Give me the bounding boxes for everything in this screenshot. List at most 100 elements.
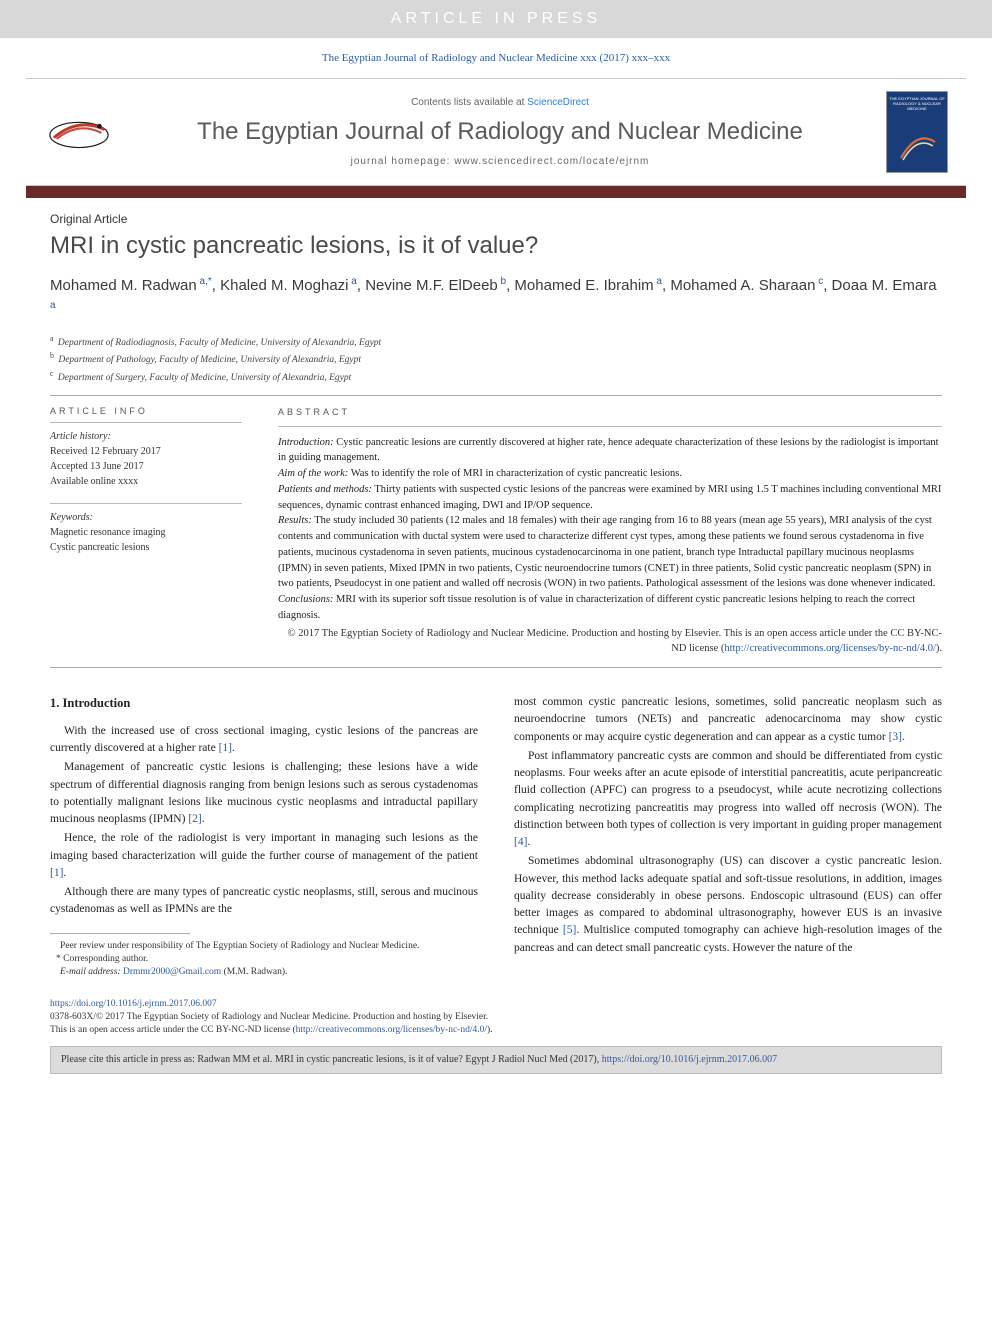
abs-copyright: © 2017 The Egyptian Society of Radiology… xyxy=(278,626,942,658)
keywords-block: Keywords: Magnetic resonance imaging Cys… xyxy=(50,503,242,555)
cite-prefix: Please cite this article in press as: Ra… xyxy=(61,1054,602,1065)
article-type: Original Article xyxy=(50,212,942,226)
top-citation: The Egyptian Journal of Radiology and Nu… xyxy=(0,52,992,64)
body-paragraph: Hence, the role of the radiologist is ve… xyxy=(50,830,478,882)
accent-bar xyxy=(26,186,966,198)
peer-review-footnote: Peer review under responsibility of The … xyxy=(50,940,478,953)
citation-ref[interactable]: [5] xyxy=(563,924,576,936)
corresponding-author-footnote: * Corresponding author. xyxy=(50,953,478,966)
doi-license-suffix: ). xyxy=(487,1025,493,1035)
author-aff-sup: a xyxy=(50,300,56,311)
article-history-block: Article history: Received 12 February 20… xyxy=(50,422,242,489)
article-info-column: ARTICLE INFO Article history: Received 1… xyxy=(50,406,242,657)
please-cite-box: Please cite this article in press as: Ra… xyxy=(50,1046,942,1074)
doi-copyright: 0378-603X/© 2017 The Egyptian Society of… xyxy=(50,1011,942,1024)
contents-available-line: Contents lists available at ScienceDirec… xyxy=(132,97,868,108)
corresponding-marker-sup: * xyxy=(208,276,212,287)
citation-ref[interactable]: [2] xyxy=(188,813,201,825)
divider xyxy=(50,667,942,668)
aff-sup: b xyxy=(50,351,54,360)
history-heading: Article history: xyxy=(50,429,242,444)
citation-ref[interactable]: [1] xyxy=(50,867,63,879)
abs-methods-text: Thirty patients with suspected cystic le… xyxy=(278,484,941,511)
journal-cover-thumbnail: THE EGYPTIAN JOURNAL OF RADIOLOGY & NUCL… xyxy=(886,91,948,173)
journal-logo-icon xyxy=(44,105,114,159)
banner-text: ARTICLE IN PRESS xyxy=(391,10,601,28)
history-received: Received 12 February 2017 xyxy=(50,444,242,459)
author-aff-sup: c xyxy=(815,276,823,287)
body-left-column: 1. Introduction With the increased use o… xyxy=(50,694,478,979)
abs-results-text: The study included 30 patients (12 males… xyxy=(278,515,935,589)
body-paragraph: Post inflammatory pancreatic cysts are c… xyxy=(514,748,942,852)
doi-link[interactable]: https://doi.org/10.1016/j.ejrnm.2017.06.… xyxy=(50,999,217,1009)
info-abstract-row: ARTICLE INFO Article history: Received 1… xyxy=(50,406,942,657)
body-paragraph: With the increased use of cross sectiona… xyxy=(50,723,478,758)
sciencedirect-link[interactable]: ScienceDirect xyxy=(527,97,589,108)
header-center: Contents lists available at ScienceDirec… xyxy=(132,97,868,167)
email-link[interactable]: Drmmr2000@Gmail.com xyxy=(123,967,221,977)
license-link[interactable]: http://creativecommons.org/licenses/by-n… xyxy=(724,643,936,654)
abs-aim-label: Aim of the work: xyxy=(278,468,348,479)
journal-title: The Egyptian Journal of Radiology and Nu… xyxy=(132,118,868,146)
abs-aim-text: Was to identify the role of MRI in chara… xyxy=(351,468,682,479)
abs-intro-text: Cystic pancreatic lesions are currently … xyxy=(278,437,939,464)
homepage-label: journal homepage: xyxy=(351,156,455,167)
aff-text: Department of Surgery, Faculty of Medici… xyxy=(58,373,351,383)
email-suffix: (M.M. Radwan). xyxy=(221,967,287,977)
affiliations: a Department of Radiodiagnosis, Faculty … xyxy=(50,333,942,385)
aff-sup: c xyxy=(50,369,54,378)
article-in-press-banner: ARTICLE IN PRESS xyxy=(0,0,992,38)
article-title: MRI in cystic pancreatic lesions, is it … xyxy=(50,232,942,260)
email-label: E-mail address: xyxy=(60,967,123,977)
abstract-body: Introduction: Cystic pancreatic lesions … xyxy=(278,426,942,658)
citation-ref[interactable]: [4] xyxy=(514,836,527,848)
abstract-label: ABSTRACT xyxy=(278,406,942,420)
email-footnote: E-mail address: Drmmr2000@Gmail.com (M.M… xyxy=(50,966,478,979)
doi-block: https://doi.org/10.1016/j.ejrnm.2017.06.… xyxy=(50,998,942,1038)
doi-license-line: This is an open access article under the… xyxy=(50,1024,942,1037)
citation-ref[interactable]: [1] xyxy=(219,742,232,754)
affiliation-row: b Department of Pathology, Faculty of Me… xyxy=(50,350,942,367)
abs-conclusions-text: MRI with its superior soft tissue resolu… xyxy=(278,594,915,621)
body-two-columns: 1. Introduction With the increased use o… xyxy=(50,694,942,979)
journal-header: Contents lists available at ScienceDirec… xyxy=(26,78,966,186)
author-list: Mohamed M. Radwan a,*, Khaled M. Moghazi… xyxy=(50,274,942,321)
keyword: Cystic pancreatic lesions xyxy=(50,540,242,555)
divider xyxy=(50,395,942,396)
section-heading: 1. Introduction xyxy=(50,694,478,713)
cite-doi-link[interactable]: https://doi.org/10.1016/j.ejrnm.2017.06.… xyxy=(602,1054,777,1065)
abs-conclusions-label: Conclusions: xyxy=(278,594,333,605)
body-paragraph: Sometimes abdominal ultrasonography (US)… xyxy=(514,853,942,957)
abs-methods-label: Patients and methods: xyxy=(278,484,372,495)
body-paragraph: most common cystic pancreatic lesions, s… xyxy=(514,694,942,746)
citation-ref[interactable]: [3] xyxy=(889,731,902,743)
doi-license-link[interactable]: http://creativecommons.org/licenses/by-n… xyxy=(296,1025,487,1035)
history-available: Available online xxxx xyxy=(50,474,242,489)
contents-prefix: Contents lists available at xyxy=(411,97,527,108)
page: ARTICLE IN PRESS The Egyptian Journal of… xyxy=(0,0,992,1074)
author-aff-sup: a xyxy=(654,276,662,287)
aff-sup: a xyxy=(50,334,54,343)
article-info-label: ARTICLE INFO xyxy=(50,406,242,416)
body-paragraph: Management of pancreatic cystic lesions … xyxy=(50,759,478,828)
abstract-column: ABSTRACT Introduction: Cystic pancreatic… xyxy=(278,406,942,657)
author-aff-sup: a, xyxy=(197,276,208,287)
article-main: Original Article MRI in cystic pancreati… xyxy=(0,212,992,1074)
doi-license-prefix: This is an open access article under the… xyxy=(50,1025,296,1035)
keywords-heading: Keywords: xyxy=(50,510,242,525)
aff-text: Department of Pathology, Faculty of Medi… xyxy=(58,356,361,366)
abs-license-close: ). xyxy=(936,643,942,654)
body-paragraph: Although there are many types of pancrea… xyxy=(50,884,478,919)
keyword: Magnetic resonance imaging xyxy=(50,525,242,540)
author-aff-sup: a xyxy=(349,276,357,287)
abs-intro-label: Introduction: xyxy=(278,437,334,448)
affiliation-row: a Department of Radiodiagnosis, Faculty … xyxy=(50,333,942,350)
cover-title: THE EGYPTIAN JOURNAL OF RADIOLOGY & NUCL… xyxy=(887,92,947,115)
history-accepted: Accepted 13 June 2017 xyxy=(50,459,242,474)
homepage-url: www.sciencedirect.com/locate/ejrnm xyxy=(454,156,649,167)
footnote-divider xyxy=(50,933,190,934)
affiliation-row: c Department of Surgery, Faculty of Medi… xyxy=(50,368,942,385)
journal-homepage-line: journal homepage: www.sciencedirect.com/… xyxy=(132,156,868,167)
aff-text: Department of Radiodiagnosis, Faculty of… xyxy=(58,338,381,348)
body-right-column: most common cystic pancreatic lesions, s… xyxy=(514,694,942,979)
